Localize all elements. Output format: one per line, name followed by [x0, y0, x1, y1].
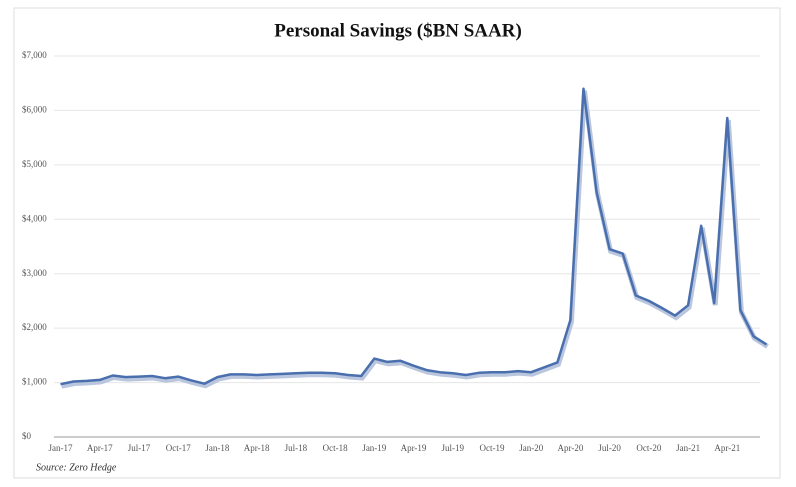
y-tick-label: $4,000: [22, 213, 47, 223]
chart-title: Personal Savings ($BN SAAR): [274, 20, 522, 41]
y-tick-label: $2,000: [22, 322, 47, 332]
chart-frame: [13, 7, 781, 479]
x-tick-label: Apr-17: [87, 443, 113, 453]
x-tick-label: Apr-20: [558, 443, 584, 453]
x-tick-label: Apr-18: [244, 443, 270, 453]
y-tick-label: $7,000: [22, 50, 47, 60]
x-tick-label: Jan-21: [676, 443, 700, 453]
x-tick-label: Jul-20: [598, 443, 621, 453]
y-tick-label: $6,000: [22, 104, 47, 114]
y-tick-label: $1,000: [22, 377, 47, 387]
x-tick-label: Oct-17: [166, 443, 191, 453]
x-tick-label: Jul-17: [128, 443, 151, 453]
x-tick-label: Jul-18: [285, 443, 308, 453]
line-shadow: [60, 90, 769, 389]
x-tick-label: Jul-19: [442, 443, 465, 453]
x-tick-label: Oct-19: [479, 443, 504, 453]
y-tick-label: $0: [22, 431, 32, 441]
x-tick-label: Apr-19: [401, 443, 427, 453]
x-tick-label: Oct-18: [323, 443, 348, 453]
y-tick-label: $3,000: [22, 268, 47, 278]
x-tick-label: Jan-17: [49, 443, 73, 453]
x-tick-label: Jan-18: [205, 443, 229, 453]
line: [60, 87, 768, 386]
source: Source: Zero Hedge: [36, 462, 117, 473]
x-tick-label: Jan-20: [519, 443, 543, 453]
x-tick-label: Apr-21: [714, 443, 740, 453]
x-tick-label: Jan-19: [362, 443, 386, 453]
y-tick-label: $5,000: [22, 159, 47, 169]
x-tick-label: Oct-20: [636, 443, 661, 453]
